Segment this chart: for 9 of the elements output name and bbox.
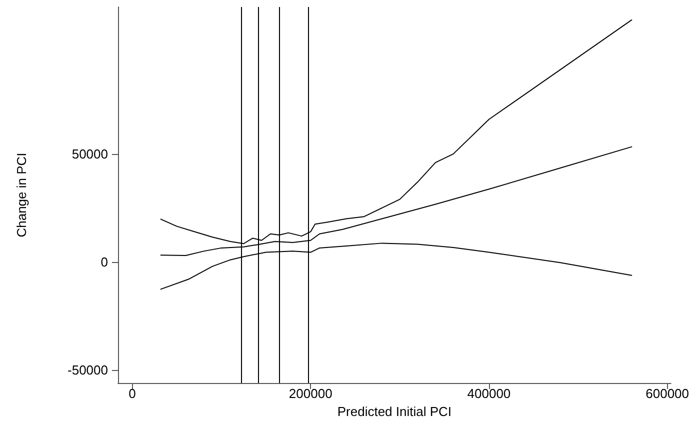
x-tick-label: 600000 xyxy=(646,386,690,401)
y-tick-label: 50000 xyxy=(72,146,108,162)
y-tick-label: -50000 xyxy=(68,362,108,378)
x-tick-label: 400000 xyxy=(467,386,511,401)
x-tick-label: 0 xyxy=(128,386,136,401)
y-tick-label: 0 xyxy=(100,254,108,270)
x-axis-title: Predicted Initial PCI xyxy=(337,404,452,419)
x-tick-label: 200000 xyxy=(288,386,332,401)
y-axis-title: Change in PCI xyxy=(14,152,29,238)
